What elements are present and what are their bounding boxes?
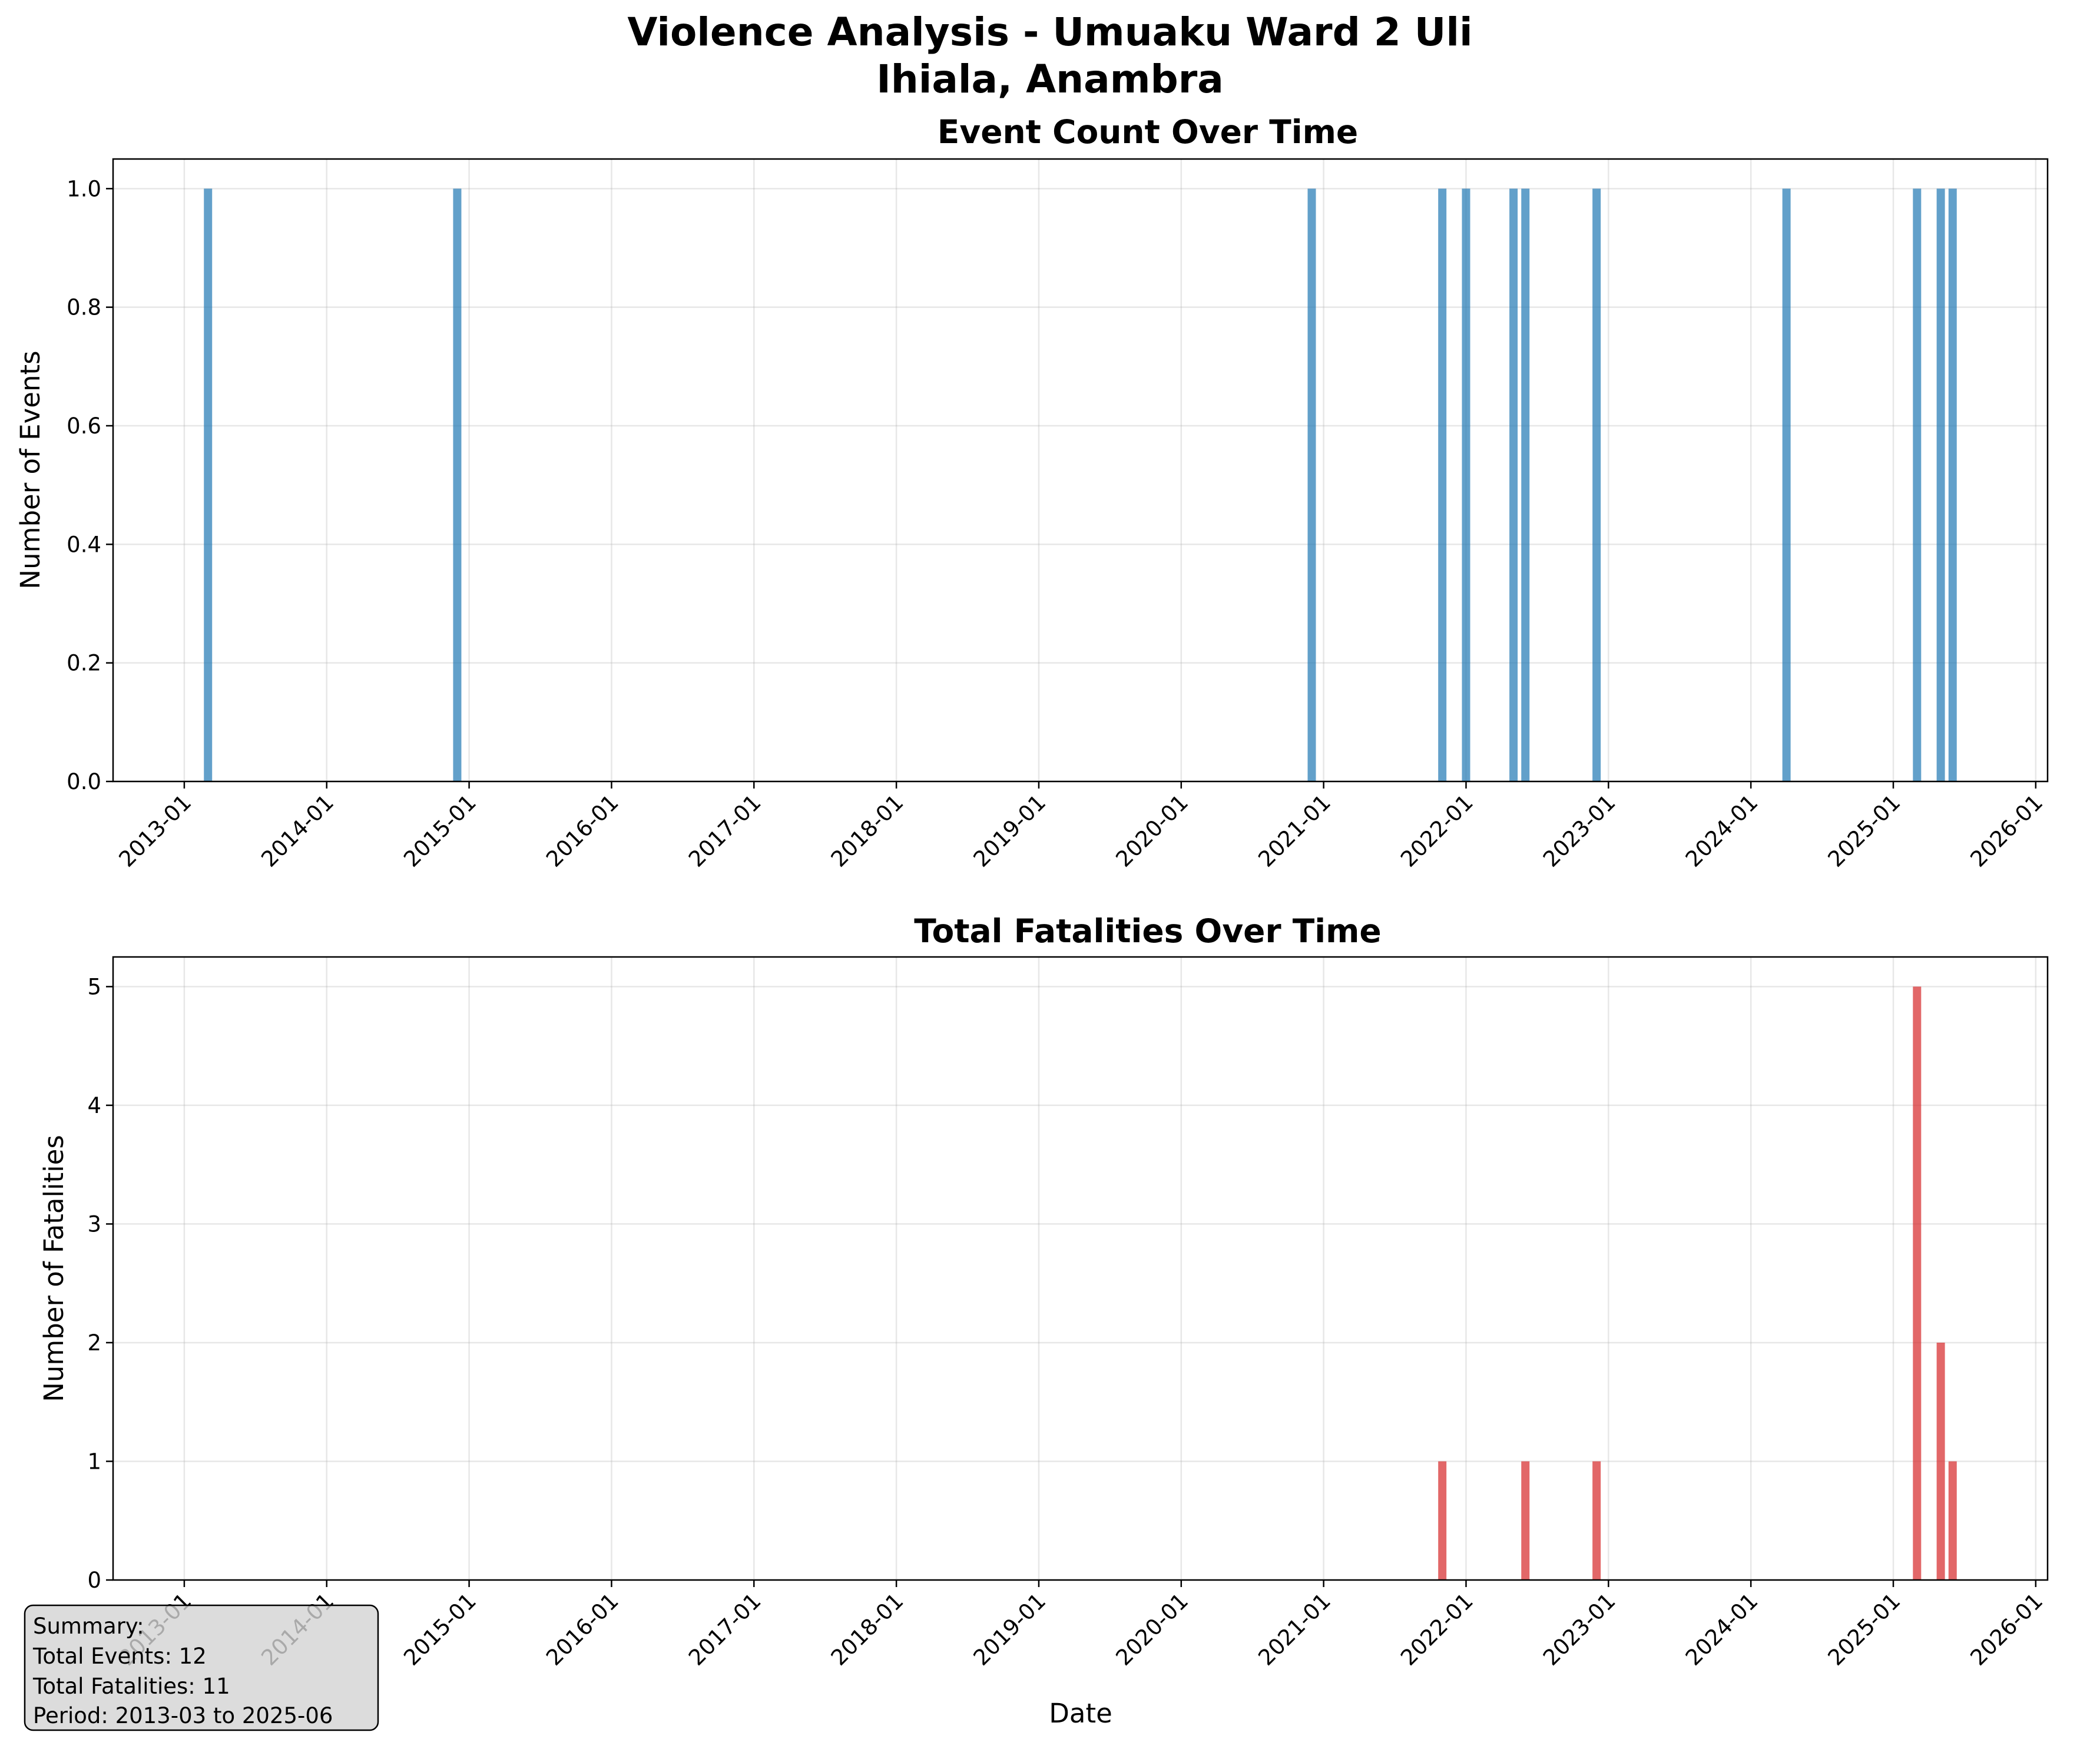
bar-2014-12 bbox=[453, 188, 462, 781]
bar-2022-01 bbox=[1462, 188, 1470, 781]
bar-2021-11 bbox=[1438, 188, 1447, 781]
summary-period: Period: 2013-03 to 2025-06 bbox=[33, 1703, 333, 1728]
event-count-y-axis-label: Number of Events bbox=[15, 350, 46, 589]
y-tick-label: 0.4 bbox=[67, 532, 101, 557]
bar-2025-06 bbox=[1948, 1461, 1957, 1580]
bar-2020-12 bbox=[1307, 188, 1316, 781]
y-tick-label: 0 bbox=[87, 1568, 101, 1593]
fatalities-axes-frame bbox=[112, 956, 2049, 1581]
bar-2022-12 bbox=[1592, 188, 1601, 781]
bar-2025-05 bbox=[1936, 188, 1945, 781]
fatalities-title: Total Fatalities Over Time bbox=[914, 912, 1381, 950]
bar-2022-06 bbox=[1521, 188, 1530, 781]
fatalities-y-axis-label: Number of Fatalities bbox=[38, 1135, 69, 1402]
event-count-axes-frame bbox=[112, 158, 2049, 783]
summary-box-background bbox=[24, 1604, 379, 1731]
bar-2025-03 bbox=[1913, 188, 1922, 781]
y-tick-label: 5 bbox=[87, 974, 101, 999]
bar-2013-03 bbox=[204, 188, 213, 781]
y-tick-label: 1 bbox=[87, 1449, 101, 1474]
fatalities-x-axis-label: Date bbox=[1049, 1698, 1112, 1729]
summary-box: Summary: Total Events: 12 Total Fataliti… bbox=[24, 1604, 379, 1731]
y-tick-label: 4 bbox=[87, 1093, 101, 1118]
bar-2024-04 bbox=[1782, 188, 1791, 781]
y-tick-label: 0.6 bbox=[67, 413, 101, 439]
bar-2025-06 bbox=[1948, 188, 1957, 781]
bar-2022-05 bbox=[1509, 188, 1518, 781]
bar-2025-03 bbox=[1913, 986, 1922, 1580]
bar-2022-06 bbox=[1521, 1461, 1530, 1580]
summary-total-events: Total Events: 12 bbox=[32, 1644, 207, 1669]
figure-title-line2: Ihiala, Anambra bbox=[876, 57, 1224, 102]
y-tick-label: 1.0 bbox=[67, 176, 101, 201]
bar-2021-11 bbox=[1438, 1461, 1447, 1580]
y-tick-label: 2 bbox=[87, 1330, 101, 1356]
y-tick-label: 0.0 bbox=[67, 769, 101, 794]
y-tick-label: 0.8 bbox=[67, 295, 101, 320]
y-tick-label: 0.2 bbox=[67, 651, 101, 676]
event-count-bars bbox=[204, 188, 1957, 781]
fatalities-bars bbox=[1438, 986, 1957, 1580]
summary-heading: Summary: bbox=[33, 1614, 144, 1639]
bar-2022-12 bbox=[1592, 1461, 1601, 1580]
bar-2025-05 bbox=[1936, 1342, 1945, 1580]
y-tick-label: 3 bbox=[87, 1211, 101, 1237]
figure-title-line1: Violence Analysis - Umuaku Ward 2 Uli bbox=[627, 9, 1472, 55]
event-count-title: Event Count Over Time bbox=[938, 113, 1358, 151]
summary-total-fatalities: Total Fatalities: 11 bbox=[32, 1674, 230, 1699]
